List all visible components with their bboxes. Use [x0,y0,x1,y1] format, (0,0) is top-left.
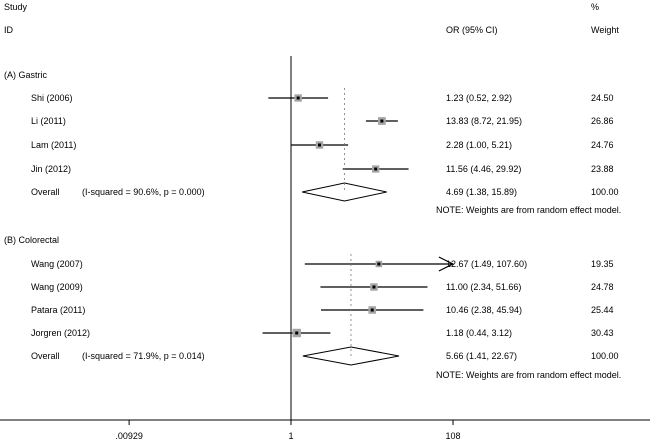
overall-label: Overall [31,351,60,361]
model-note: NOTE: Weights are from random effect mod… [436,370,621,380]
overall-weight: 100.00 [591,187,619,197]
study-weight: 25.44 [591,305,614,315]
overall-weight: 100.00 [591,351,619,361]
study-name: Li (2011) [31,116,66,126]
pooled-diamond [302,182,387,202]
study-name: Shi (2006) [31,93,73,103]
study-weight: 26.86 [591,116,614,126]
weight-header: Weight [591,25,619,35]
point-estimate [377,262,381,266]
study-name: Wang (2007) [31,259,83,269]
point-estimate [318,143,322,147]
point-estimate [296,96,300,100]
model-note: NOTE: Weights are from random effect mod… [436,205,621,215]
overall-or-ci: 5.66 (1.41, 22.67) [446,351,517,361]
study-weight: 23.88 [591,164,614,174]
heterogeneity-stat: (I-squared = 90.6%, p = 0.000) [82,187,205,197]
study-name: Patara (2011) [31,305,85,315]
point-estimate [380,119,384,123]
percent-header: % [591,2,599,12]
study-name: Lam (2011) [31,140,76,150]
ci-arrow [438,256,455,272]
study-weight: 19.35 [591,259,614,269]
study-name: Jin (2012) [31,164,71,174]
study-header: Study [4,2,28,12]
overall-or-ci: 4.69 (1.38, 15.89) [446,187,517,197]
group-label: (A) Gastric [4,70,48,80]
point-estimate [370,308,374,312]
or-ci-header: OR (95% CI) [446,25,498,35]
study-or-ci: 12.67 (1.49, 107.60) [446,259,527,269]
study-weight: 24.78 [591,282,614,292]
x-tick-label: .00929 [115,431,143,441]
study-name: Jorgren (2012) [31,328,90,338]
point-estimate [372,285,376,289]
x-tick-label: 108 [445,431,460,441]
point-estimate [374,167,378,171]
plot-marks: (A) Gastric Shi (2006) 1.23 (0.52, 2.92) 24… [4,70,621,441]
group-label: (B) Colorectal [4,235,59,245]
study-or-ci: 13.83 (8.72, 21.95) [446,116,522,126]
point-estimate [295,331,299,335]
heterogeneity-stat: (I-squared = 71.9%, p = 0.014) [82,351,205,361]
x-tick-label: 1 [288,431,293,441]
id-header: ID [4,25,14,35]
study-or-ci: 10.46 (2.38, 45.94) [446,305,522,315]
study-or-ci: 11.00 (2.34, 51.66) [446,282,521,292]
study-or-ci: 1.18 (0.44, 3.12) [446,328,512,338]
study-weight: 24.50 [591,93,614,103]
study-name: Wang (2009) [31,282,83,292]
study-or-ci: 11.56 (4.46, 29.92) [446,164,521,174]
overall-label: Overall [31,187,60,197]
study-weight: 30.43 [591,328,614,338]
study-or-ci: 1.23 (0.52, 2.92) [446,93,512,103]
study-weight: 24.76 [591,140,614,150]
study-or-ci: 2.28 (1.00, 5.21) [446,140,512,150]
